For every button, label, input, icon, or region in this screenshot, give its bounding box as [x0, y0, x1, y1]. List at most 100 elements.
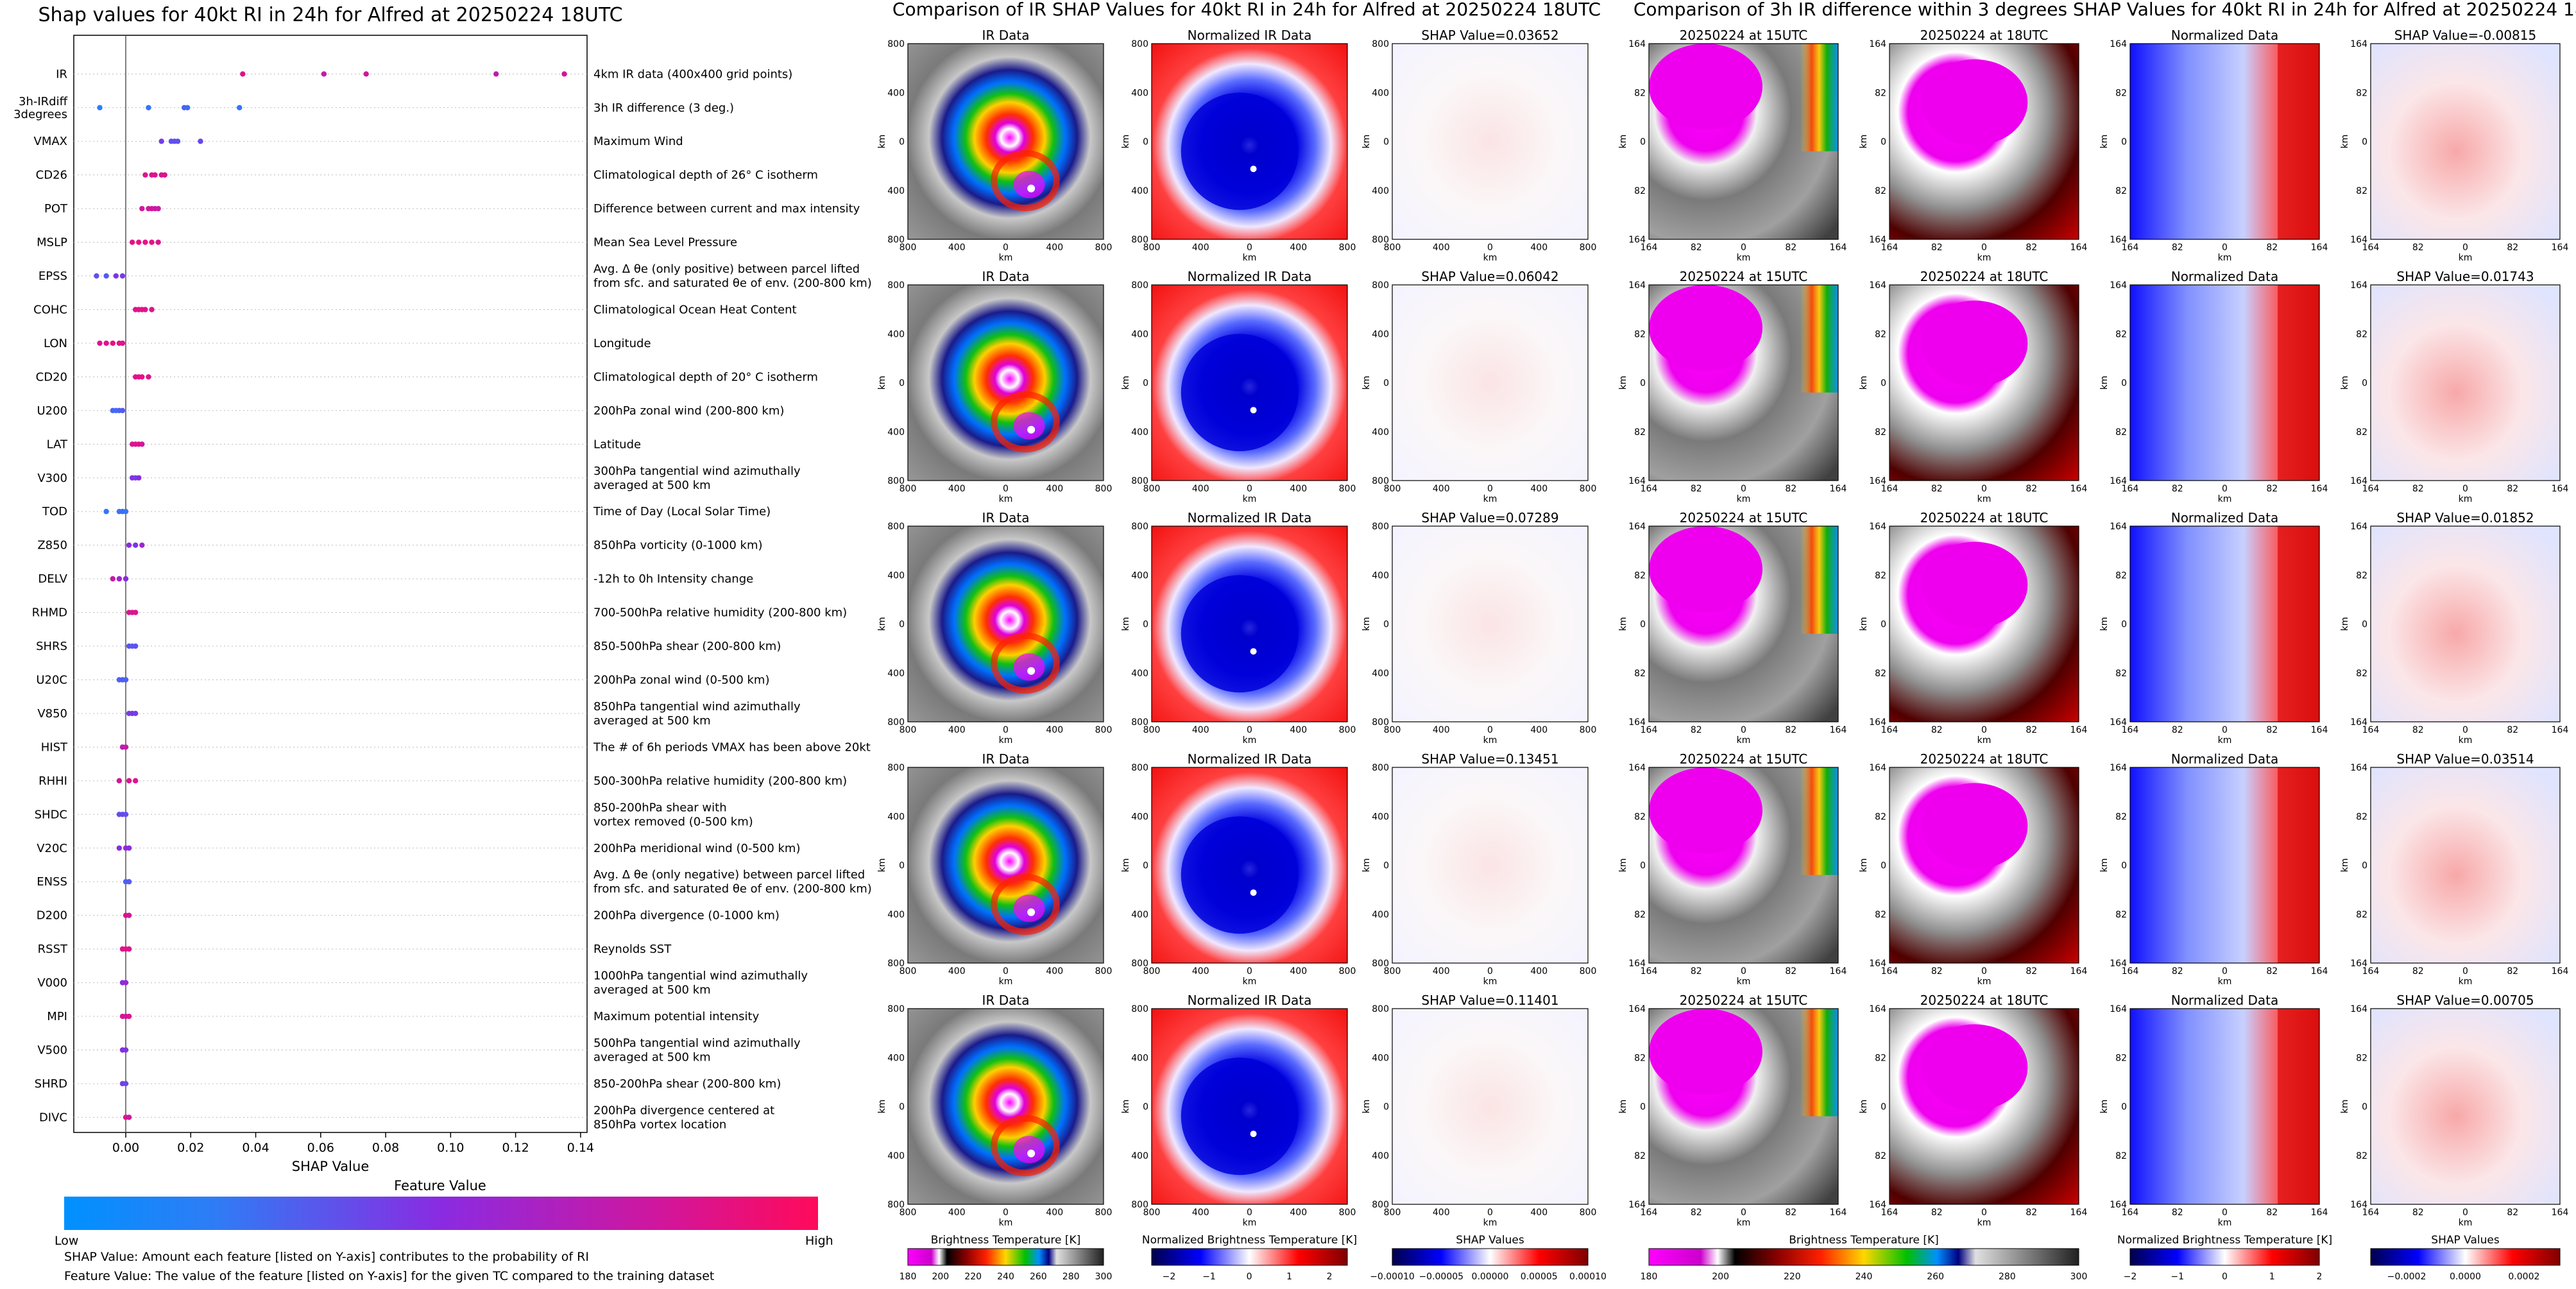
panel-x-tick: 82	[1691, 484, 1702, 494]
panel-frame	[907, 767, 1104, 964]
panel-x-tick: 164	[1830, 725, 1847, 735]
colorbar-tick: 200	[932, 1272, 949, 1282]
panel-y-label: km	[1361, 1100, 1372, 1114]
colorbar-label: Normalized Brightness Temperature [K]	[1142, 1234, 1357, 1247]
panel-x-tick: 164	[2311, 484, 2328, 494]
colorbar-tick: 0	[1247, 1272, 1252, 1282]
panel-y-tick: 164	[1869, 959, 1886, 969]
feature-description: Maximum Wind	[593, 135, 683, 148]
panel-title: SHAP Value=0.07289	[1421, 510, 1558, 525]
shap-point	[126, 946, 132, 952]
panel-title: IR Data	[982, 269, 1030, 284]
spiral-band	[991, 873, 1060, 935]
panel-frame	[2129, 284, 2320, 481]
cold-top-region	[1922, 59, 2028, 146]
colorbar-tick: −0.0002	[2387, 1272, 2427, 1282]
panel-x-tick: 0	[1247, 1208, 1252, 1218]
shap-point	[97, 105, 103, 110]
shap-point	[123, 576, 129, 582]
feature-label: POT	[44, 202, 68, 216]
panel-y-tick: 82	[1875, 570, 1886, 581]
panel-x-tick: 800	[1095, 1208, 1113, 1218]
panel-title: 20250224 at 15UTC	[1680, 751, 1808, 767]
panel-y-tick: 0	[2362, 620, 2367, 630]
cold-cloud-region	[1181, 1057, 1299, 1175]
panel-y-tick: 82	[2356, 427, 2367, 438]
panel-image	[2371, 1009, 2560, 1204]
colorbar-tick: 1	[1286, 1272, 1292, 1282]
feature-value-colorbar	[64, 1197, 818, 1230]
panel-x-tick: 164	[2070, 966, 2088, 977]
panel-x-tick: 800	[900, 966, 917, 977]
panel-x-tick: 400	[1290, 1208, 1307, 1218]
convective-edge	[1800, 1009, 1838, 1116]
feature-label: DIVC	[39, 1111, 67, 1124]
colorbar-label: SHAP Values	[2431, 1234, 2500, 1247]
panel-x-tick: 82	[2507, 484, 2518, 494]
panel-y-tick: 800	[887, 522, 905, 532]
panel-x-label: km	[999, 1218, 1013, 1228]
panel-title: 20250224 at 15UTC	[1680, 28, 1808, 43]
feature-description: 3h IR difference (3 deg.)	[593, 101, 734, 115]
panel-x-tick: 82	[2412, 243, 2424, 253]
panel-y-tick: 400	[1131, 186, 1148, 196]
shap-point	[116, 845, 123, 851]
panel-x-tick: 164	[2362, 484, 2380, 494]
panel-x-tick: 164	[2070, 243, 2088, 253]
panel-y-tick: 164	[2110, 522, 2127, 532]
panel-y-tick: 0	[1383, 379, 1389, 389]
panel-y-tick: 400	[887, 669, 905, 679]
colorbar-tick: 220	[964, 1272, 982, 1282]
feature-description: 1000hPa tangential wind azimuthally	[593, 969, 808, 983]
panel-x-tick: 400	[1046, 484, 1063, 494]
panel-x-label: km	[1737, 253, 1751, 263]
panel-y-tick: 82	[1875, 186, 1886, 196]
panel-y-tick: 400	[887, 186, 905, 196]
panel-y-tick: 0	[1143, 620, 1148, 630]
panel-title: SHAP Value=0.01852	[2396, 510, 2534, 525]
summary-note-1: SHAP Value: Amount each feature [listed …	[64, 1250, 589, 1264]
feature-description: 850hPa vortex location	[593, 1118, 726, 1131]
x-tick-label: 0.08	[372, 1141, 399, 1155]
panel-image	[908, 526, 1104, 722]
feature-description: 500hPa tangential wind azimuthally	[593, 1036, 801, 1050]
storm-eye	[1027, 667, 1036, 675]
panel-title: IR Data	[982, 510, 1030, 525]
panel-y-tick: 800	[1131, 763, 1148, 773]
feature-description: 200hPa zonal wind (0-500 km)	[593, 673, 770, 687]
panel-x-tick: 0	[1247, 966, 1252, 977]
panel-y-tick: 164	[1869, 280, 1886, 291]
shap-point	[321, 71, 327, 77]
shap-point	[493, 71, 499, 77]
x-tick-label: 0.12	[502, 1141, 529, 1155]
panel-frame	[1889, 525, 2079, 722]
panel-x-tick: 0	[1003, 243, 1009, 253]
shap-point	[103, 340, 109, 346]
shap-point	[139, 205, 145, 212]
panel-y-tick: 0	[2362, 379, 2367, 389]
panel-y-tick: 800	[887, 717, 905, 728]
panel-y-tick: 0	[1881, 1102, 1886, 1113]
shap-point	[126, 879, 132, 885]
panel-x-label: km	[1243, 253, 1257, 263]
panel-frame	[1392, 767, 1589, 964]
panel-title: 20250224 at 15UTC	[1680, 510, 1808, 525]
panel-x-tick: 400	[1433, 966, 1450, 977]
panel-x-label: km	[1483, 977, 1497, 987]
panel-y-tick: 0	[1383, 620, 1389, 630]
x-tick-label: 0.04	[242, 1141, 269, 1155]
panel-y-tick: 400	[1372, 1053, 1389, 1063]
panel-title: SHAP Value=-0.00815	[2394, 28, 2536, 43]
panel-frame	[2370, 43, 2561, 240]
panel-x-tick: 164	[1830, 243, 1847, 253]
colorbar	[2129, 1248, 2320, 1266]
shap-point	[103, 273, 109, 279]
panel-x-tick: 0	[1003, 484, 1009, 494]
colorbar-tick: −2	[1163, 1272, 1176, 1282]
panel-title: Normalized IR Data	[1188, 269, 1312, 284]
panel-y-tick: 0	[1640, 620, 1646, 630]
panel-y-tick: 800	[1131, 522, 1148, 532]
feature-label: IR	[56, 67, 67, 81]
panel-y-tick: 82	[1634, 910, 1646, 920]
panel-y-label: km	[2340, 1100, 2350, 1114]
